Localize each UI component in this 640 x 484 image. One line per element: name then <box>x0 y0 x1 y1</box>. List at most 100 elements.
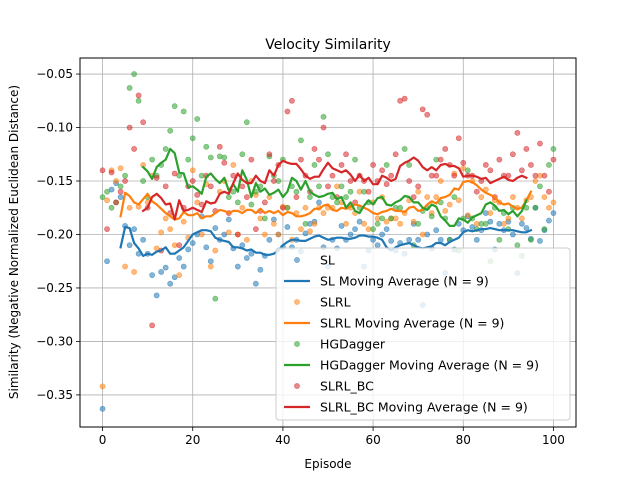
slrl-point <box>509 194 516 200</box>
sl-point <box>433 227 440 234</box>
slrl-point <box>122 263 128 270</box>
y-tick-label: −0.05 <box>36 67 73 81</box>
slrl-bc-legend-label: SLRL_BC <box>320 379 374 394</box>
slrl-bc-point <box>122 178 128 184</box>
hgdagger-point <box>528 236 534 243</box>
hgdagger-point <box>126 85 133 91</box>
y-tick-label: −0.20 <box>36 227 73 241</box>
slrl-bc-point <box>153 174 160 181</box>
slrl-point <box>180 218 187 225</box>
hgdagger-point <box>383 162 390 168</box>
slrl-bc-point <box>239 183 246 190</box>
hgdagger-point <box>451 194 458 200</box>
hgdagger-point <box>167 127 174 134</box>
slrl-bc-point <box>266 151 273 158</box>
hgdagger-point <box>550 146 557 152</box>
slrl-point <box>424 194 431 200</box>
slrl-bc-point <box>343 151 349 158</box>
slrl-bc-point <box>401 95 408 102</box>
slrl-bc-point <box>194 192 201 198</box>
hgdagger-point <box>334 199 340 206</box>
slrl-point <box>541 194 548 200</box>
slrl-point <box>113 178 119 184</box>
x-tick-label: 40 <box>275 433 290 447</box>
hgdagger-point <box>212 295 219 302</box>
slrl-bc-point <box>482 162 489 168</box>
sl-point <box>149 272 156 279</box>
sl-point <box>252 280 259 287</box>
hgdagger-point <box>261 215 268 222</box>
slrl-bc-point <box>248 156 255 163</box>
slrl-bc-point <box>365 188 372 195</box>
sl-point <box>383 226 390 233</box>
hgdagger-point <box>234 199 241 206</box>
hgdagger-point <box>388 215 395 222</box>
y-tick-label: −0.30 <box>36 334 73 348</box>
sl-moving-average-n-9-line <box>119 225 533 257</box>
slrl-bc-point <box>131 146 138 152</box>
slrl-point <box>239 204 246 211</box>
hgdagger-point <box>496 236 503 243</box>
sl-point <box>374 242 381 249</box>
slrl-bc-point <box>270 178 277 184</box>
slrl-bc-point <box>325 183 331 190</box>
slrl-bc-point <box>528 162 534 168</box>
hgdagger-moving-average-n-9-legend-label: HGDagger Moving Average (N = 9) <box>320 358 539 373</box>
axis-ticks: 0 20 40 60 80 100 −0.35 −0.30 −0.25 −0.20 −0.15 −0.… <box>36 67 565 447</box>
slrl-bc-point <box>406 178 413 184</box>
hgdagger-point <box>320 113 327 120</box>
sl-point <box>225 216 232 223</box>
hgdagger-point <box>171 103 178 110</box>
slrl-bc-point <box>455 135 462 142</box>
slrl-bc-point <box>189 178 196 184</box>
slrl-bc-point <box>117 188 124 195</box>
sl-point <box>248 250 255 257</box>
sl-point <box>189 240 196 246</box>
slrl-point <box>546 204 552 211</box>
y-axis-label: Similarity (Negative Normalized Euclidea… <box>7 85 21 399</box>
slrl-point <box>518 215 525 222</box>
hgdagger-point <box>149 156 156 163</box>
legend-box <box>275 247 571 421</box>
sl-point <box>437 236 444 243</box>
slrl-point <box>361 220 367 227</box>
sl-point <box>153 292 160 299</box>
sl-point <box>203 244 210 251</box>
slrl-point <box>442 208 449 214</box>
slrl-bc-point <box>289 97 295 104</box>
sl-point <box>180 263 187 270</box>
slrl-bc-point <box>415 183 422 190</box>
slrl-bc-point <box>347 178 354 184</box>
hgdagger-point <box>311 162 318 168</box>
hgdagger-point <box>532 204 539 211</box>
slrl-point <box>415 188 422 195</box>
slrl-bc-point <box>108 169 115 176</box>
slrl-point <box>532 178 539 184</box>
hgdagger-point <box>104 188 110 195</box>
slrl-point <box>230 162 237 168</box>
slrl-bc-point <box>392 151 399 158</box>
hgdagger-point <box>464 167 471 174</box>
sl-point <box>117 194 124 200</box>
hgdagger-point <box>370 226 376 233</box>
hgdagger-point <box>180 108 187 115</box>
slrl-bc-point <box>473 188 480 195</box>
slrl-point <box>176 272 183 279</box>
sl-point <box>284 224 291 230</box>
hgdagger-legend-marker <box>294 341 300 347</box>
x-tick-label: 80 <box>456 433 471 447</box>
slrl-bc-point <box>99 167 106 174</box>
slrl-bc-point <box>537 140 543 147</box>
slrl-bc-point <box>433 172 440 179</box>
sl-point <box>406 236 413 243</box>
slrl-point <box>131 269 138 275</box>
slrl-bc-point <box>370 162 376 168</box>
hgdagger-point <box>207 154 214 161</box>
slrl-bc-point <box>514 129 521 136</box>
sl-point <box>257 266 264 273</box>
sl-point <box>473 236 480 243</box>
slrl-bc-point <box>523 146 530 152</box>
slrl-bc-point <box>509 151 516 158</box>
y-tick-label: −0.10 <box>36 121 73 135</box>
slrl-bc-point <box>505 172 512 179</box>
